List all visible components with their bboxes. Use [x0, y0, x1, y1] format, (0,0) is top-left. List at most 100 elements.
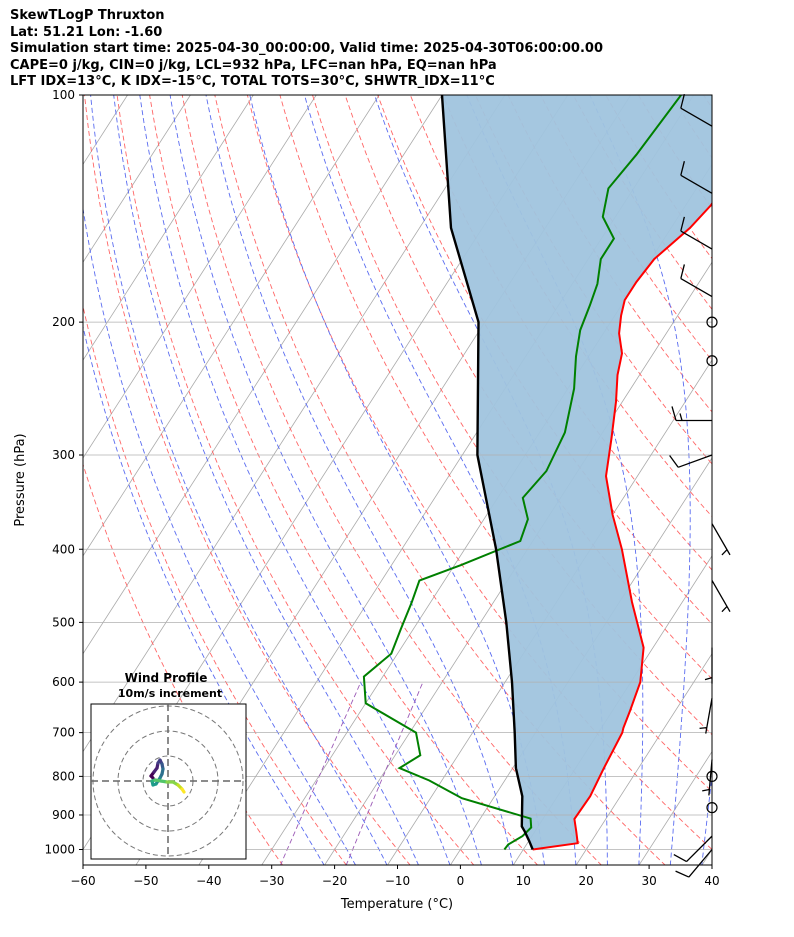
wind-barb [704, 647, 713, 684]
moist-adiabat-line [83, 324, 325, 865]
isotherm-line [701, 848, 712, 865]
barb-flag [680, 93, 685, 109]
dry-adiabat-line [474, 95, 712, 465]
wind-barb [675, 849, 713, 878]
barb-shaft [680, 230, 713, 250]
x-tick-label: −60 [70, 874, 95, 888]
barb-flag [721, 606, 728, 613]
wind-barb [673, 835, 713, 863]
temperature-line [532, 201, 712, 851]
x-tick-label: 30 [641, 874, 656, 888]
y-tick-label: 300 [52, 448, 75, 462]
y-tick-label: 400 [52, 542, 75, 556]
dry-adiabat-line [312, 95, 712, 736]
x-tick-label: 20 [579, 874, 594, 888]
dewpoint-line [362, 95, 682, 851]
calm-wind-circle [706, 355, 718, 367]
wind-barb [671, 406, 712, 422]
barb-flag [699, 727, 707, 730]
wind-barb [680, 93, 713, 127]
moist-adiabat-line [113, 95, 419, 865]
isotherm-line [83, 95, 254, 361]
x-tick-label: 0 [457, 874, 465, 888]
y-tick-label: 500 [52, 615, 75, 629]
inset-title: Wind Profile [125, 671, 208, 685]
barb-shaft [680, 278, 713, 298]
barb-flag [680, 161, 685, 176]
chart-title: SkewTLogP Thruxton [10, 8, 165, 23]
dry-adiabat-line [769, 95, 794, 866]
wind-barb [706, 802, 718, 814]
isotherm-line [575, 652, 712, 865]
barb-flag [679, 413, 683, 421]
barb-flag [680, 264, 685, 279]
wind-barb [702, 759, 713, 796]
x-tick-label: 10 [516, 874, 531, 888]
barb-flag [721, 549, 728, 556]
dry-adiabat-line [442, 95, 712, 518]
chart-title-block: SkewTLogP Thruxton Lat: 51.21 Lon: -1.60… [10, 8, 603, 91]
wind-barb [669, 454, 713, 468]
y-tick-label: 200 [52, 315, 75, 329]
isotherm-line [83, 95, 191, 263]
calm-wind-circle [706, 316, 718, 328]
barb-shaft [688, 849, 713, 878]
moist-adiabat-line [90, 95, 388, 865]
x-tick-label: −40 [196, 874, 221, 888]
wind-barb [680, 216, 713, 250]
y-axis-label: Pressure (hPa) [13, 433, 28, 526]
moist-adiabat-line [249, 95, 545, 865]
wind-barb [711, 523, 731, 556]
barb-flag [702, 788, 710, 792]
inset-subtitle: 10m/s increment [118, 687, 222, 700]
dry-adiabat-line [83, 304, 347, 865]
barb-shaft [680, 174, 713, 194]
barb-flag [675, 870, 690, 878]
barb-shaft [677, 454, 713, 468]
wind-barb [711, 580, 731, 613]
x-tick-label: −30 [259, 874, 284, 888]
time-line: Simulation start time: 2025-04-30_00:00:… [10, 41, 603, 56]
y-tick-label: 700 [52, 726, 75, 740]
barb-shaft [686, 835, 713, 863]
y-tick-label: 600 [52, 675, 75, 689]
moist-adiabat-line [701, 772, 712, 865]
wind-barb [706, 316, 718, 328]
x-tick-label: 40 [704, 874, 719, 888]
moist-adiabat-line [139, 95, 451, 865]
moist-adiabat-line [205, 95, 514, 865]
mixing-ratio-line [280, 681, 362, 865]
mixing-ratio-line [345, 681, 424, 865]
isotherm-line [83, 95, 380, 557]
dry-adiabat-line [83, 462, 284, 865]
index-line: LFT IDX=13°C, K IDX=-15°C, TOTAL TOTS=30… [10, 74, 495, 89]
isotherm-line [83, 95, 317, 459]
dry-adiabat-line [507, 95, 712, 413]
barb-shaft [680, 107, 713, 127]
isotherm-line [83, 95, 506, 753]
wind-barb [680, 161, 713, 194]
x-axis-label: Temperature (°C) [340, 897, 453, 912]
y-tick-label: 100 [52, 88, 75, 102]
x-tick-label: −50 [133, 874, 158, 888]
x-tick-label: −20 [322, 874, 347, 888]
parcel-path-line [440, 95, 534, 850]
isotherm-line [387, 359, 712, 865]
moist-adiabat-line [169, 95, 482, 865]
moist-adiabat-line [589, 95, 691, 865]
calm-wind-circle [706, 802, 718, 814]
isotherm-line [83, 95, 443, 655]
wind-barb [706, 355, 718, 367]
barb-flag [680, 216, 685, 232]
x-tick-label: −10 [385, 874, 410, 888]
dry-adiabat-line [703, 95, 712, 109]
wind-profile-inset: Wind Profile 10m/s increment [90, 671, 247, 860]
cape-line: CAPE=0 j/kg, CIN=0 j/kg, LCL=932 hPa, LF… [10, 57, 497, 73]
wind-barb [699, 697, 713, 734]
y-tick-label: 800 [52, 769, 75, 783]
location-line: Lat: 51.21 Lon: -1.60 [10, 24, 163, 40]
barb-flag [673, 853, 687, 863]
barb-flag [704, 676, 713, 681]
moist-adiabat-line [83, 206, 357, 865]
